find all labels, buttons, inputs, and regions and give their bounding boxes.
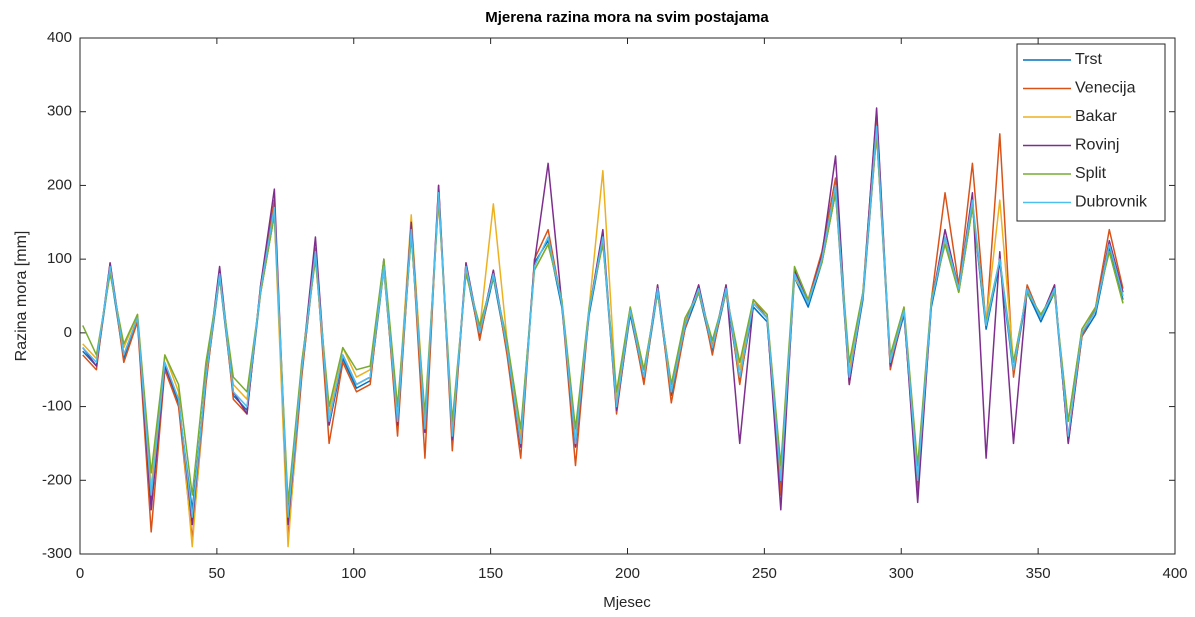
y-tick-label: 0: [64, 324, 72, 341]
y-tick-label: -200: [42, 471, 72, 488]
plot-area: [80, 38, 1175, 554]
plot-frame: [79, 37, 1176, 555]
x-tick-label: 250: [752, 565, 777, 582]
y-axis-label: Razina mora [mm]: [13, 231, 30, 362]
legend-label: Dubrovnik: [1075, 194, 1148, 211]
y-tick-label: 300: [47, 103, 72, 120]
y-tick-label: -300: [42, 545, 72, 562]
x-tick-label: 150: [478, 565, 503, 582]
legend-box: [1016, 43, 1166, 222]
legend-label: Split: [1075, 165, 1107, 182]
x-tick-label: 0: [76, 565, 84, 582]
y-tick-label: -100: [42, 398, 72, 415]
legend-label: Venecija: [1075, 80, 1136, 97]
y-tick-label: 100: [47, 250, 72, 267]
y-tick-label: 400: [47, 29, 72, 46]
x-tick-label: 350: [1026, 565, 1051, 582]
legend-label: Rovinj: [1075, 137, 1119, 154]
x-tick-label: 50: [209, 565, 226, 582]
legend: Trst Venecija Bakar Rovinj Split Dubrovnik: [1016, 43, 1166, 222]
y-tick-label: 200: [47, 176, 72, 193]
series-line: [82, 125, 1124, 518]
x-tick-label: 100: [341, 565, 366, 582]
legend-label: Trst: [1075, 51, 1103, 68]
x-axis-label: Mjesec: [603, 594, 651, 611]
x-tick-label: 300: [889, 565, 914, 582]
chart-title: Mjerena razina mora na svim postajama: [485, 9, 769, 26]
x-tick-label: 200: [615, 565, 640, 582]
x-tick-label: 400: [1162, 565, 1187, 582]
legend-label: Bakar: [1075, 108, 1117, 125]
